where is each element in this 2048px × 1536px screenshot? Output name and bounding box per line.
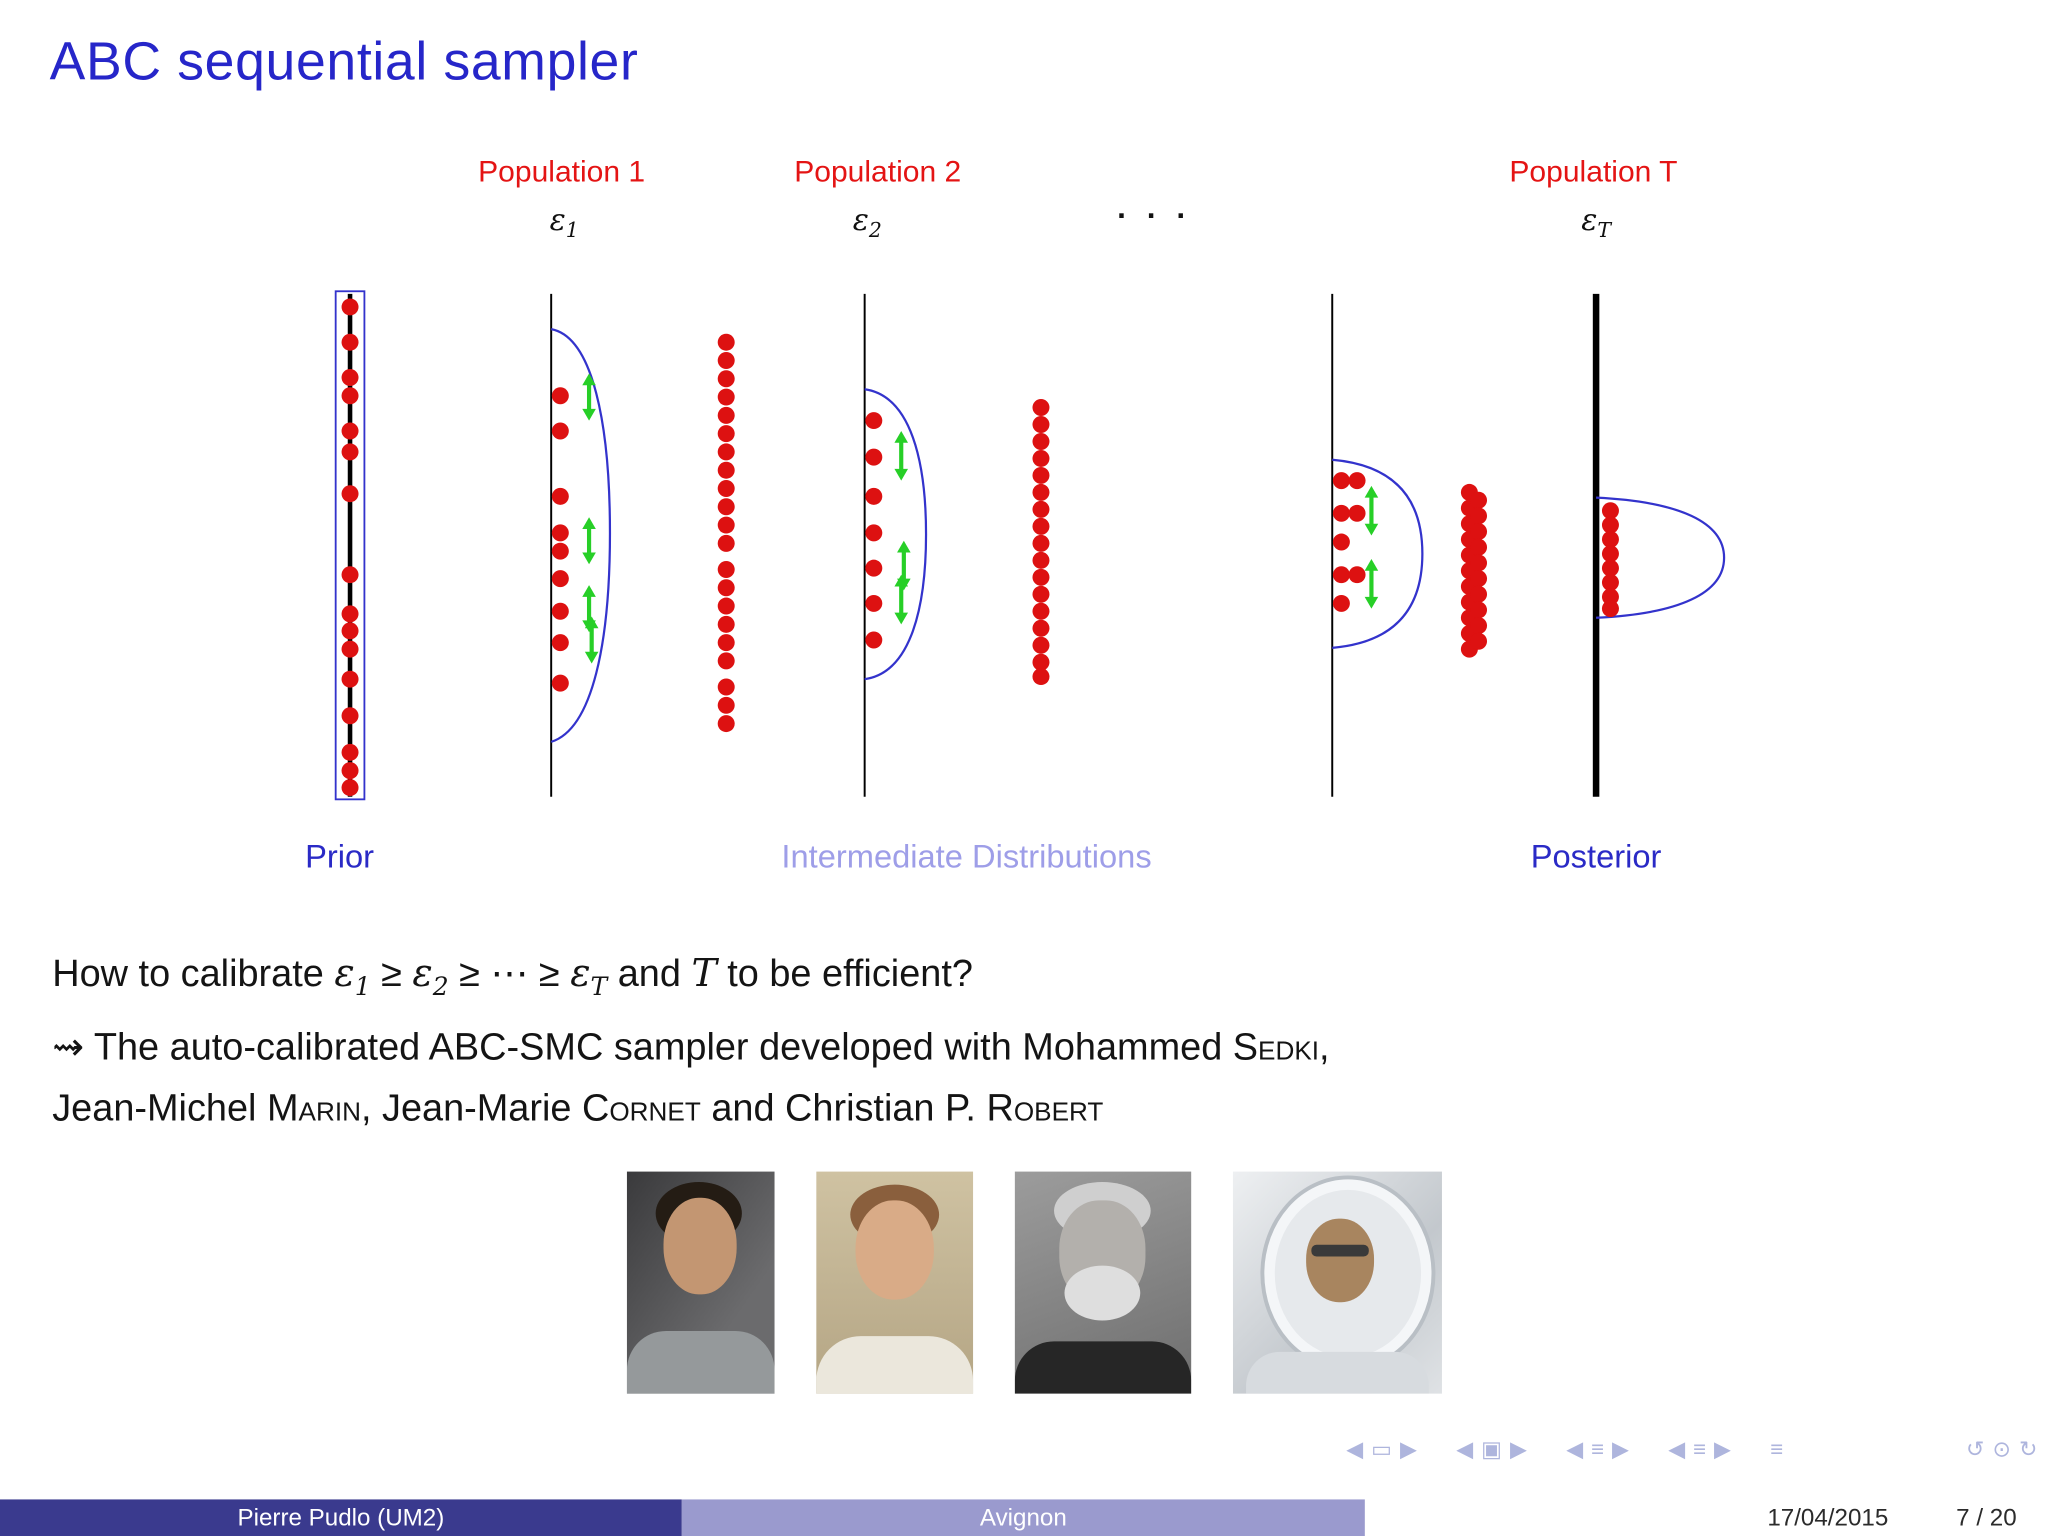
photo-face-shape xyxy=(1306,1218,1375,1303)
squiggle-arrow-icon: ⇝ xyxy=(52,1026,84,1069)
photo-face-shape xyxy=(663,1197,737,1295)
epsilon-2-math: ε xyxy=(412,950,433,996)
photo-torso-shape xyxy=(1014,1341,1192,1394)
next-section-icon[interactable]: ▶ xyxy=(1713,1436,1732,1462)
photo-torso-shape xyxy=(626,1330,775,1394)
author-first-robert: and Christian P. xyxy=(700,1087,987,1130)
frame-nav-group: ◀ ▣ ▶ xyxy=(1456,1438,1527,1460)
section-nav-group: ◀ ≡ ▶ xyxy=(1668,1438,1731,1460)
portrait-photo-cornet xyxy=(1014,1171,1192,1394)
presentation-nav-group: ≡ xyxy=(1770,1438,1783,1460)
prev-slide-icon[interactable]: ◀ xyxy=(1346,1436,1364,1462)
photo-face-shape xyxy=(855,1200,934,1300)
section-icon[interactable]: ≡ xyxy=(1693,1436,1707,1462)
geq-symbol: ≥ xyxy=(448,953,491,996)
author-first-marin: Jean-Michel xyxy=(52,1087,267,1130)
question-line: How to calibrate ε1 ≥ ε2 ≥ ⋯ ≥ εT and T … xyxy=(52,943,1329,1017)
photo-torso-shape xyxy=(1246,1351,1429,1394)
epsilon-T-math: ε xyxy=(570,950,591,996)
photo-torso-shape xyxy=(816,1336,974,1394)
epsilon-2-sub: 2 xyxy=(432,971,449,1002)
T-math: T xyxy=(691,950,717,996)
footer-date-box: 17/04/2015 7 / 20 xyxy=(1364,1499,2048,1536)
development-text: The auto-calibrated ABC-SMC sampler deve… xyxy=(84,1026,1233,1069)
history-nav-group: ↺ ⊙ ↻ xyxy=(1966,1438,2038,1460)
abc-smc-diagram: Population 1 Population 2 Population T ·… xyxy=(235,131,1881,941)
posterior-label: Posterior xyxy=(1530,838,1662,876)
epsilon-symbol: ε xyxy=(852,203,869,238)
author-name-cornet: Cornet xyxy=(582,1087,701,1130)
epsilon-T-sub: T xyxy=(590,971,608,1002)
body-text: How to calibrate ε1 ≥ ε2 ≥ ⋯ ≥ εT and T … xyxy=(52,943,1329,1140)
sampler-diagram-canvas xyxy=(334,290,1726,801)
author-name-sedki: Sedki xyxy=(1232,1026,1320,1069)
comma: , xyxy=(1319,1026,1330,1069)
presentation-icon[interactable]: ≡ xyxy=(1770,1436,1784,1462)
next-subsection-icon[interactable]: ▶ xyxy=(1611,1436,1630,1462)
footer-venue: Avignon xyxy=(681,1499,1365,1536)
ellipsis-dots: · · · xyxy=(1117,198,1193,234)
subsection-icon[interactable]: ≡ xyxy=(1591,1436,1605,1462)
portrait-photo-marin xyxy=(816,1171,974,1394)
forward-icon[interactable]: ↻ xyxy=(2018,1436,2038,1462)
population-2-label: Population 2 xyxy=(794,154,962,189)
epsilon-2-label: ε2 xyxy=(853,204,882,243)
back-icon[interactable]: ↺ xyxy=(1966,1436,1985,1462)
portrait-photo-robert xyxy=(1232,1171,1442,1394)
epsilon-1-subscript: 1 xyxy=(565,217,579,243)
epsilon-2-subscript: 2 xyxy=(868,217,882,243)
question-prefix: How to calibrate xyxy=(52,953,335,996)
footline: Pierre Pudlo (UM2) Avignon 17/04/2015 7 … xyxy=(0,1499,2048,1536)
photo-glasses-shape xyxy=(1311,1244,1369,1257)
cdots-symbol: ⋯ xyxy=(490,953,529,996)
epsilon-1-sub: 1 xyxy=(354,971,371,1002)
photo-beard-shape xyxy=(1064,1265,1141,1321)
epsilon-symbol: ε xyxy=(549,203,566,238)
frame-icon[interactable]: ▣ xyxy=(1481,1436,1503,1462)
geq-symbol: ≥ xyxy=(370,953,413,996)
geq-symbol: ≥ xyxy=(528,953,571,996)
question-suffix: to be efficient? xyxy=(716,953,973,996)
search-icon[interactable]: ⊙ xyxy=(1992,1436,2012,1462)
population-T-label: Population T xyxy=(1509,154,1678,189)
author-first-cornet: , Jean-Marie xyxy=(360,1087,582,1130)
prev-frame-icon[interactable]: ◀ xyxy=(1456,1436,1474,1462)
portrait-photo-sedki xyxy=(626,1171,775,1394)
epsilon-T-subscript: T xyxy=(1597,217,1611,243)
slide-title: ABC sequential sampler xyxy=(49,31,639,92)
footer-author: Pierre Pudlo (UM2) xyxy=(0,1499,682,1536)
authors-line: Jean-Michel Marin, Jean-Marie Cornet and… xyxy=(52,1079,1329,1140)
subsection-nav-group: ◀ ≡ ▶ xyxy=(1566,1438,1629,1460)
beamer-navigation-bar: ◀ ▭ ▶ ◀ ▣ ▶ ◀ ≡ ▶ ◀ ≡ ▶ ≡ ↺ ⊙ ↻ xyxy=(1346,1438,2037,1460)
slide-icon[interactable]: ▭ xyxy=(1371,1436,1393,1462)
prior-label: Prior xyxy=(305,838,375,876)
prev-subsection-icon[interactable]: ◀ xyxy=(1566,1436,1584,1462)
slide-nav-group: ◀ ▭ ▶ xyxy=(1346,1438,1417,1460)
epsilon-symbol: ε xyxy=(1581,203,1598,238)
author-name-robert: Robert xyxy=(986,1087,1104,1130)
and-word: and xyxy=(607,953,692,996)
next-slide-icon[interactable]: ▶ xyxy=(1400,1436,1418,1462)
coauthor-photos-row xyxy=(626,1171,1442,1394)
footer-date: 17/04/2015 xyxy=(1767,1503,1889,1531)
intermediate-distributions-label: Intermediate Distributions xyxy=(781,838,1152,876)
epsilon-1-label: ε1 xyxy=(550,204,579,243)
prev-section-icon[interactable]: ◀ xyxy=(1668,1436,1686,1462)
epsilon-T-label: εT xyxy=(1581,204,1611,243)
epsilon-1-math: ε xyxy=(334,950,355,996)
footer-page-number: 7 / 20 xyxy=(1956,1503,2017,1531)
next-frame-icon[interactable]: ▶ xyxy=(1510,1436,1528,1462)
author-name-marin: Marin xyxy=(266,1087,361,1130)
population-1-label: Population 1 xyxy=(478,154,646,189)
development-line: ⇝ The auto-calibrated ABC-SMC sampler de… xyxy=(52,1017,1329,1078)
